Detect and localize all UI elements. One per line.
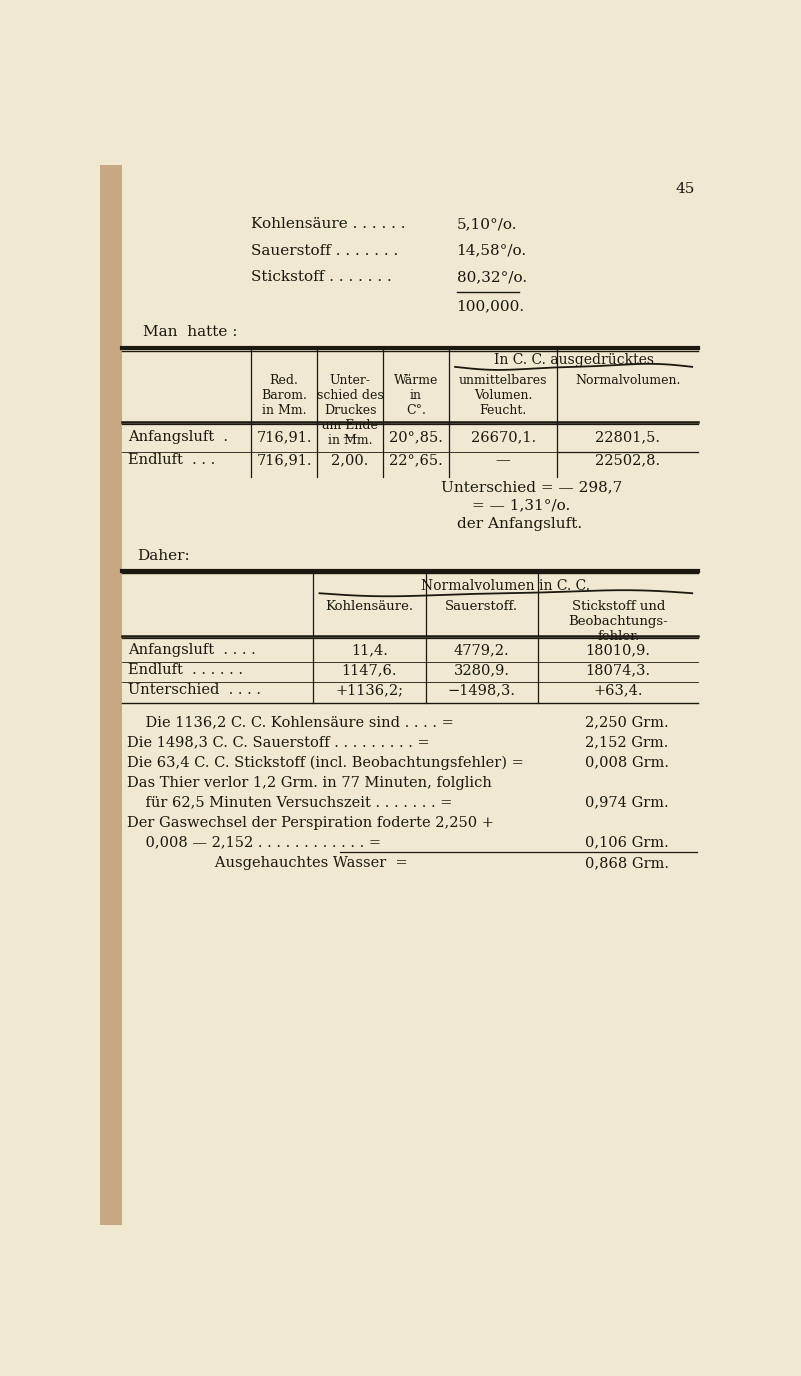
Text: 100,000.: 100,000.: [457, 299, 525, 314]
Text: 0,008 Grm.: 0,008 Grm.: [585, 755, 669, 769]
Text: Endluft  . . .: Endluft . . .: [128, 453, 215, 466]
Text: Der Gaswechsel der Perspiration foderte 2,250 +: Der Gaswechsel der Perspiration foderte …: [127, 816, 494, 830]
Text: 0,974 Grm.: 0,974 Grm.: [586, 795, 669, 809]
Text: Anfangsluft  .: Anfangsluft .: [128, 429, 228, 444]
FancyBboxPatch shape: [100, 165, 122, 1225]
Text: Anfangsluft  . . . .: Anfangsluft . . . .: [128, 644, 256, 658]
Text: unmittelbares
Volumen.
Feucht.: unmittelbares Volumen. Feucht.: [459, 374, 547, 417]
Text: 18010,9.: 18010,9.: [586, 644, 650, 658]
Text: 22801,5.: 22801,5.: [595, 429, 660, 444]
Text: 22502,8.: 22502,8.: [595, 453, 661, 466]
Text: +1136,2;: +1136,2;: [336, 684, 404, 698]
Text: für 62,5 Minuten Versuchszeit . . . . . . . =: für 62,5 Minuten Versuchszeit . . . . . …: [127, 795, 453, 809]
Text: 2,152 Grm.: 2,152 Grm.: [586, 736, 669, 750]
Text: = — 1,31°/o.: = — 1,31°/o.: [472, 498, 570, 512]
Text: Sauerstoff . . . . . . .: Sauerstoff . . . . . . .: [252, 244, 399, 257]
Text: 4779,2.: 4779,2.: [454, 644, 509, 658]
Text: Red.
Barom.
in Mm.: Red. Barom. in Mm.: [261, 374, 307, 417]
Text: Normalvolumen in C. C.: Normalvolumen in C. C.: [421, 579, 590, 593]
Text: 26670,1.: 26670,1.: [470, 429, 536, 444]
Text: Endluft  . . . . . .: Endluft . . . . . .: [128, 663, 243, 677]
Text: 5,10°/o.: 5,10°/o.: [457, 217, 517, 231]
Text: +63,4.: +63,4.: [594, 684, 643, 698]
Text: 11,4.: 11,4.: [351, 644, 388, 658]
Text: Sauerstoff.: Sauerstoff.: [445, 600, 518, 614]
Text: 18074,3.: 18074,3.: [586, 663, 650, 677]
Text: 2,00.: 2,00.: [332, 453, 368, 466]
Text: Die 1498,3 C. C. Sauerstoff . . . . . . . . . =: Die 1498,3 C. C. Sauerstoff . . . . . . …: [127, 736, 430, 750]
Text: Das Thier verlor 1,2 Grm. in 77 Minuten, folglich: Das Thier verlor 1,2 Grm. in 77 Minuten,…: [127, 776, 492, 790]
Text: Ausgehauchtes Wasser  =: Ausgehauchtes Wasser =: [127, 856, 408, 870]
Text: Unterschied  . . . .: Unterschied . . . .: [128, 684, 261, 698]
Text: Stickstoff und
Beobachtungs-
fehler.: Stickstoff und Beobachtungs- fehler.: [569, 600, 668, 643]
Text: 14,58°/o.: 14,58°/o.: [457, 244, 527, 257]
Text: 0,106 Grm.: 0,106 Grm.: [586, 835, 669, 850]
Text: In C. C. ausgedrücktes: In C. C. ausgedrücktes: [493, 354, 654, 367]
Text: Die 1136,2 C. C. Kohlensäure sind . . . . =: Die 1136,2 C. C. Kohlensäure sind . . . …: [127, 716, 454, 729]
Text: Unterschied = — 298,7: Unterschied = — 298,7: [441, 480, 622, 494]
Text: 0,008 — 2,152 . . . . . . . . . . . . =: 0,008 — 2,152 . . . . . . . . . . . . =: [127, 835, 381, 850]
Text: 3280,9.: 3280,9.: [454, 663, 509, 677]
Text: 22°,65.: 22°,65.: [389, 453, 443, 466]
Text: 2,250 Grm.: 2,250 Grm.: [586, 716, 669, 729]
Text: Man  hatte :: Man hatte :: [143, 325, 237, 340]
Text: Wärme
in
C°.: Wärme in C°.: [394, 374, 438, 417]
Text: −1498,3.: −1498,3.: [448, 684, 516, 698]
Text: Daher:: Daher:: [137, 549, 190, 563]
Text: 716,91.: 716,91.: [256, 429, 312, 444]
Text: 716,91.: 716,91.: [256, 453, 312, 466]
Text: 80,32°/o.: 80,32°/o.: [457, 270, 527, 283]
Text: 0,868 Grm.: 0,868 Grm.: [585, 856, 669, 870]
Text: —: —: [496, 453, 510, 466]
Text: —: —: [343, 429, 357, 444]
Text: der Anfangsluft.: der Anfangsluft.: [457, 517, 582, 531]
Text: Kohlensäure . . . . . .: Kohlensäure . . . . . .: [252, 217, 406, 231]
Text: Normalvolumen.: Normalvolumen.: [575, 374, 681, 387]
Text: Die 63,4 C. C. Stickstoff (incl. Beobachtungsfehler) =: Die 63,4 C. C. Stickstoff (incl. Beobach…: [127, 755, 524, 771]
Text: Stickstoff . . . . . . .: Stickstoff . . . . . . .: [252, 270, 392, 283]
Text: 45: 45: [675, 182, 694, 195]
Text: Unter-
schied des
Druckes
am Ende
in Mm.: Unter- schied des Druckes am Ende in Mm.: [316, 374, 384, 447]
Text: 20°,85.: 20°,85.: [389, 429, 443, 444]
Text: 1147,6.: 1147,6.: [342, 663, 397, 677]
Text: Kohlensäure.: Kohlensäure.: [325, 600, 413, 614]
